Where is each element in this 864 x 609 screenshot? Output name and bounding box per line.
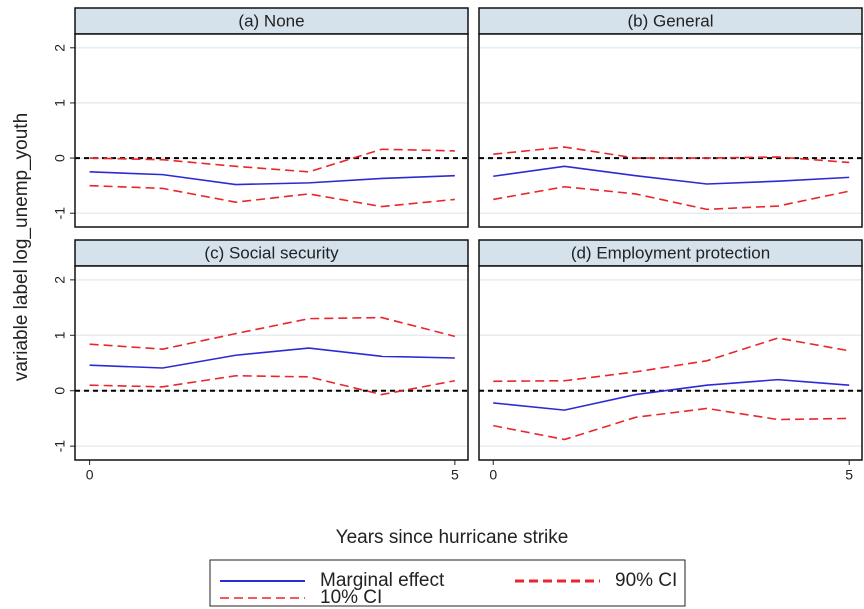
- series-line: [89, 374, 456, 396]
- series-line: [89, 347, 455, 369]
- panel-header: [74, 7, 469, 35]
- plot-area: [479, 266, 862, 460]
- panel-title: (a) None: [238, 11, 304, 30]
- panel-title: (b) General: [628, 11, 714, 30]
- series-line: [493, 185, 850, 211]
- series-line: [493, 378, 850, 411]
- series-line: [89, 184, 455, 208]
- plot-area: [75, 34, 468, 227]
- plot-frame: [478, 33, 863, 228]
- x-tick-label: 0: [489, 467, 497, 483]
- series-line: [493, 165, 850, 185]
- plot-frame: [478, 265, 863, 461]
- legend-label: Marginal effect: [320, 570, 445, 591]
- y-tick-label: 0: [52, 387, 68, 395]
- plot-frame: [74, 33, 469, 228]
- panel-header: [74, 239, 469, 267]
- y-tick-label: 1: [52, 99, 68, 107]
- x-tick-label: 5: [845, 467, 853, 483]
- series-line: [493, 146, 850, 164]
- series-line: [493, 407, 850, 441]
- legend-label: 10% CI: [320, 587, 382, 608]
- series-line: [493, 337, 850, 383]
- panel-title: (d) Employment protection: [571, 243, 770, 262]
- y-tick-label: 2: [52, 44, 68, 52]
- y-tick-label: -1: [52, 440, 68, 453]
- legend-box: [209, 559, 686, 607]
- x-tick-label: 5: [451, 467, 459, 483]
- plot-frame: [74, 265, 469, 461]
- x-axis-label: Years since hurricane strike: [336, 527, 569, 548]
- series-line: [89, 148, 455, 173]
- y-axis-label: variable label log_unemp_youth: [11, 113, 32, 381]
- y-tick-label: 2: [52, 276, 68, 284]
- series-line: [89, 316, 456, 350]
- legend-label: 90% CI: [615, 570, 677, 591]
- series-line: [89, 171, 455, 186]
- plot-area: [479, 34, 862, 227]
- y-tick-label: 1: [52, 331, 68, 339]
- y-tick-label: 0: [52, 154, 68, 162]
- panel-title: (c) Social security: [204, 243, 339, 262]
- y-tick-label: -1: [52, 207, 68, 220]
- plot-area: [75, 266, 468, 460]
- x-tick-label: 0: [86, 467, 94, 483]
